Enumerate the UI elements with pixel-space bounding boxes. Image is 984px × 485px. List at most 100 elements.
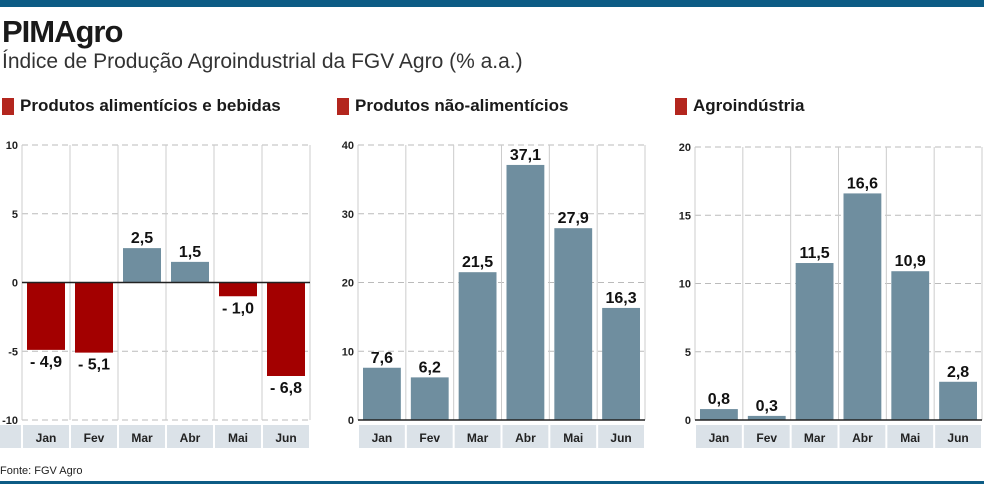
bar	[219, 282, 257, 297]
y-tick-label: 15	[679, 210, 691, 222]
category-cell	[502, 425, 549, 448]
x-tick-label: Fev	[419, 431, 440, 445]
bar	[27, 282, 65, 350]
bar	[891, 271, 930, 420]
source-note: Fonte: FGV Agro	[0, 465, 83, 477]
bar	[123, 248, 161, 283]
bar	[747, 415, 786, 420]
data-label: - 1,0	[222, 300, 254, 317]
panel-title-3: Agroindústria	[675, 96, 804, 116]
y-tick-label: 10	[679, 279, 691, 291]
data-label: 2,5	[131, 230, 153, 247]
bar	[458, 272, 497, 420]
y-tick-label: -10	[2, 415, 18, 427]
category-cell	[454, 425, 501, 448]
category-cell	[743, 425, 790, 448]
y-tick-label: 0	[685, 415, 691, 427]
bar	[75, 282, 113, 353]
category-cell	[550, 425, 597, 448]
category-cell	[359, 425, 405, 448]
data-label: 6,2	[419, 359, 441, 376]
panel-title-text: Produtos alimentícios e bebidas	[20, 96, 281, 115]
data-label: 7,6	[371, 350, 393, 367]
bar	[939, 381, 977, 420]
y-tick-label: 20	[342, 278, 354, 290]
data-label: 21,5	[462, 254, 493, 271]
y-tick-label: 30	[342, 209, 354, 221]
y-tick-label: 20	[679, 142, 691, 154]
bar	[171, 261, 209, 283]
chart-panel-food: 10 5 0 -5 -10 Jan Fev Mar Abr Mai Jun - 4,9 - 5,1 2,5…	[0, 140, 311, 448]
x-tick-label: Mai	[563, 431, 583, 445]
data-label: 16,6	[847, 175, 878, 192]
x-tick-label: Mar	[467, 431, 489, 445]
legend-square-icon	[337, 97, 349, 115]
y-tick-label: 10	[342, 346, 354, 358]
category-cell	[71, 425, 117, 448]
category-cell	[935, 425, 981, 448]
chart-subtitle: Índice de Produção Agroindustrial da FGV…	[2, 50, 523, 73]
chart-panel-nonfood: 40 30 20 10 0 Jan Fev Mar Abr Mai Jun 7,6 6,2 21,5 37,…	[342, 140, 646, 448]
category-cell	[696, 425, 742, 448]
legend-square-icon	[2, 97, 14, 115]
data-label: 11,5	[799, 245, 829, 262]
data-label: 27,9	[558, 210, 589, 227]
data-label: 37,1	[510, 147, 541, 164]
y-tick-label: 5	[685, 347, 691, 359]
data-label: 10,9	[895, 253, 926, 270]
x-tick-label: Jan	[372, 431, 393, 445]
category-cell	[406, 425, 453, 448]
panel-title-1: Produtos alimentícios e bebidas	[2, 96, 281, 116]
x-tick-label: Mar	[804, 431, 826, 445]
category-cell	[167, 425, 213, 448]
category-cell	[887, 425, 934, 448]
y-tick-label: 5	[12, 209, 18, 221]
x-tick-label: Fev	[84, 431, 105, 445]
y-tick-label: 0	[12, 278, 18, 290]
category-cell	[119, 425, 165, 448]
x-tick-label: Abr	[180, 431, 201, 445]
bar	[506, 164, 545, 420]
bar	[267, 282, 305, 376]
x-tick-label: Jan	[36, 431, 57, 445]
data-label: - 4,9	[30, 354, 62, 371]
category-cell	[23, 425, 69, 448]
x-tick-label: Jun	[947, 431, 968, 445]
category-cell	[839, 425, 886, 448]
top-accent-bar	[0, 0, 984, 7]
category-strip	[0, 425, 21, 448]
data-label: 2,8	[947, 364, 969, 381]
chart-panel-agroindustry: 20 15 10 5 0 Jan Fev Mar Abr Mai Jun 0,8 0,3 11,5 16,6…	[679, 142, 983, 448]
chart-title: PIMAgro	[2, 14, 123, 49]
x-tick-label: Jun	[275, 431, 296, 445]
bar	[700, 409, 738, 420]
data-label: - 6,8	[270, 380, 302, 397]
data-label: 0,8	[708, 391, 730, 408]
x-tick-label: Abr	[852, 431, 873, 445]
bar	[410, 377, 449, 420]
x-tick-label: Fev	[756, 431, 777, 445]
bar	[843, 193, 882, 420]
bar	[602, 307, 640, 420]
data-label: 0,3	[756, 398, 778, 415]
bar	[363, 367, 401, 420]
panel-title-text: Produtos não-alimentícios	[355, 96, 569, 115]
category-cell	[791, 425, 838, 448]
y-tick-label: 40	[342, 140, 354, 152]
category-cell	[598, 425, 644, 448]
x-tick-label: Abr	[515, 431, 536, 445]
category-cell	[215, 425, 261, 448]
panel-title-2: Produtos não-alimentícios	[337, 96, 568, 116]
panel-title-text: Agroindústria	[693, 96, 805, 115]
data-label: - 5,1	[78, 357, 110, 374]
y-tick-label: 0	[348, 415, 354, 427]
y-tick-label: 10	[6, 140, 18, 152]
category-cell	[263, 425, 309, 448]
x-tick-label: Jun	[610, 431, 631, 445]
legend-square-icon	[675, 97, 687, 115]
bar	[795, 263, 834, 420]
y-tick-label: -5	[8, 346, 18, 358]
x-tick-label: Mai	[228, 431, 248, 445]
x-tick-label: Mai	[900, 431, 920, 445]
x-tick-label: Mar	[131, 431, 153, 445]
